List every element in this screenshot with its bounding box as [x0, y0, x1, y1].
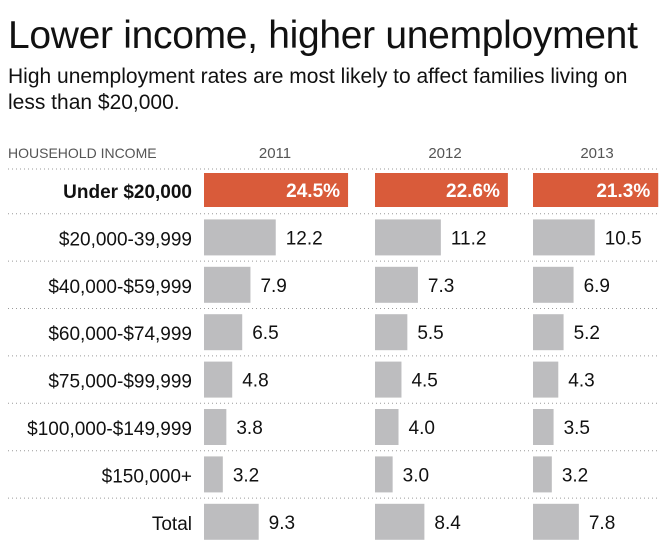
bar-2012 [375, 409, 399, 445]
bar-value-label: 3.8 [236, 418, 262, 439]
bar-2012 [375, 219, 441, 256]
bar-highlight-2012 [375, 173, 508, 207]
bar-2013 [533, 266, 574, 303]
year-header-2011: 2011 [259, 145, 291, 162]
bar-2011 [204, 266, 251, 303]
bar-2011 [204, 361, 233, 398]
bar-2013 [533, 503, 579, 540]
bar-value-label: 3.0 [403, 465, 429, 486]
bar-2013 [533, 314, 564, 351]
year-header-2012: 2012 [428, 145, 461, 162]
bar-highlight-2013 [533, 173, 659, 207]
bar-2011 [204, 314, 243, 351]
category-label: $100,000-$149,999 [27, 419, 192, 440]
bar-value-label: 6.9 [584, 276, 610, 297]
category-label: $150,000+ [102, 466, 192, 487]
bar-value-label: 9.3 [269, 513, 295, 534]
category-label: Total [152, 514, 192, 535]
bar-2013 [533, 409, 554, 445]
bar-value-label: 10.5 [605, 228, 642, 249]
category-label: $40,000-$59,999 [48, 277, 192, 298]
bar-value-label: 11.2 [451, 228, 487, 249]
bar-value-label: 24.5% [286, 181, 340, 202]
bar-value-label: 4.8 [242, 371, 268, 392]
bar-value-label: 5.2 [574, 323, 600, 344]
bar-2012 [375, 361, 402, 398]
bar-value-label: 4.5 [411, 371, 437, 392]
bar-highlight-2011 [204, 173, 349, 207]
bar-value-label: 4.0 [409, 418, 435, 439]
row-header-label: HOUSEHOLD INCOME [8, 145, 157, 161]
bar-2011 [204, 503, 259, 540]
bar-2013 [533, 219, 595, 256]
bar-2013 [533, 361, 559, 398]
bar-2012 [375, 456, 393, 493]
bar-value-label: 12.2 [286, 228, 323, 249]
category-label: $20,000-39,999 [59, 229, 192, 250]
chart-title: Lower income, higher unemployment [8, 14, 638, 57]
bar-2012 [375, 503, 425, 540]
bar-2011 [204, 219, 276, 256]
bar-value-label: 8.4 [434, 513, 461, 534]
bar-value-label: 3.5 [564, 418, 590, 439]
bar-value-label: 7.9 [260, 276, 286, 297]
bar-value-label: 3.2 [562, 465, 588, 486]
bar-value-label: 5.5 [417, 323, 443, 344]
bar-value-label: 21.3% [596, 181, 650, 202]
bar-2012 [375, 314, 408, 351]
year-header-2013: 2013 [580, 145, 613, 162]
bar-2012 [375, 266, 418, 303]
bar-value-label: 4.3 [568, 371, 594, 392]
bar-value-label: 22.6% [446, 181, 500, 202]
bar-value-label: 6.5 [252, 323, 278, 344]
category-label: Under $20,000 [63, 182, 192, 203]
bar-2011 [204, 456, 223, 493]
category-label: $60,000-$74,999 [48, 324, 192, 345]
bar-value-label: 3.2 [233, 465, 259, 486]
category-label: $75,000-$99,999 [48, 372, 192, 393]
bar-value-label: 7.3 [428, 276, 454, 297]
bar-value-label: 7.8 [589, 513, 615, 534]
chart-subtitle: High unemployment rates are most likely … [8, 65, 628, 114]
bar-2013 [533, 456, 552, 493]
bar-2011 [204, 409, 227, 445]
